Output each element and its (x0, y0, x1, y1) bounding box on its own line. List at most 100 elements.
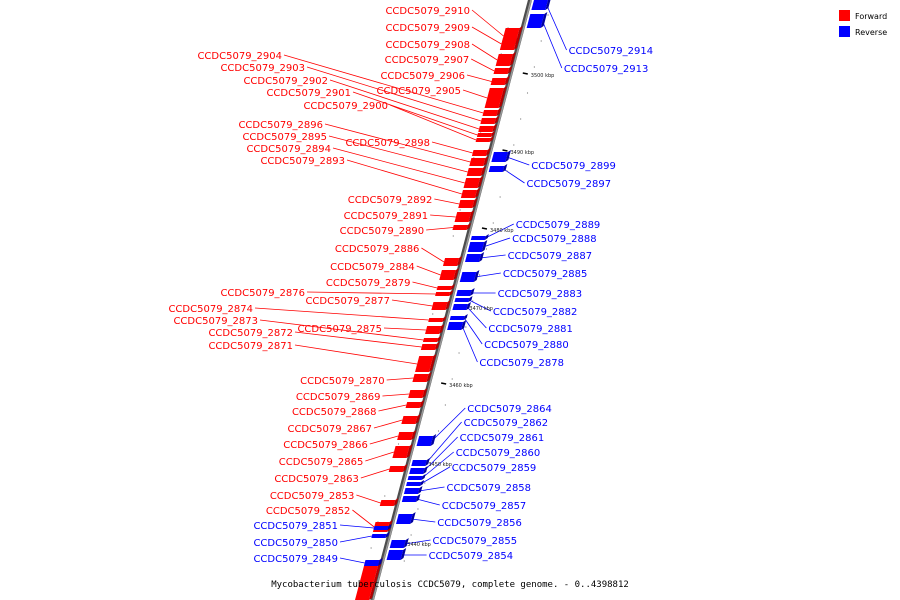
gene-label-reverse[interactable]: CCDC5079_2889 (516, 220, 601, 231)
gene-label-forward[interactable]: CCDC5079_2891 (344, 211, 429, 222)
forward-gene-side (507, 66, 513, 74)
leader-line (391, 299, 433, 307)
gene-label-reverse[interactable]: CCDC5079_2859 (452, 463, 537, 474)
gene-label-forward[interactable]: CCDC5079_2890 (340, 226, 425, 237)
gene-label-forward[interactable]: CCDC5079_2874 (168, 304, 253, 315)
gene-label-forward[interactable]: CCDC5079_2866 (283, 440, 368, 451)
gene-label-forward[interactable]: CCDC5079_2876 (220, 288, 305, 299)
minor-tick (403, 560, 405, 562)
gene-label-forward[interactable]: CCDC5079_2870 (300, 376, 385, 387)
gene-label-forward[interactable]: CCDC5079_2865 (279, 457, 364, 468)
leader-line (434, 198, 460, 205)
gene-label-reverse[interactable]: CCDC5079_2857 (442, 501, 527, 512)
gene-label-reverse[interactable]: CCDC5079_2849 (253, 554, 338, 565)
gene-label-reverse[interactable]: CCDC5079_2880 (484, 340, 569, 351)
gene-label-forward[interactable]: CCDC5079_2886 (335, 244, 420, 255)
forward-gene (471, 150, 488, 156)
gene-label-reverse[interactable]: CCDC5079_2862 (464, 418, 549, 429)
gene-label-forward[interactable]: CCDC5079_2868 (292, 407, 377, 418)
minor-tick (485, 248, 488, 250)
gene-label-reverse[interactable]: CCDC5079_2878 (479, 358, 564, 369)
gene-label-reverse[interactable]: CCDC5079_2881 (488, 324, 573, 335)
gene-label-forward[interactable]: CCDC5079_2906 (380, 71, 465, 82)
gene-label-reverse[interactable]: CCDC5079_2861 (460, 433, 545, 444)
leader-line (329, 79, 480, 130)
gene-label-reverse[interactable]: CCDC5079_2854 (429, 551, 514, 562)
gene-label-forward[interactable]: CCDC5079_2853 (270, 491, 355, 502)
gene-label-forward[interactable]: CCDC5079_2909 (385, 23, 470, 34)
gene-label-reverse[interactable]: CCDC5079_2899 (531, 161, 616, 172)
minor-tick (540, 40, 542, 42)
gene-label-reverse[interactable]: CCDC5079_2858 (446, 483, 531, 494)
gene-label-reverse[interactable]: CCDC5079_2897 (527, 179, 612, 190)
gene-label-forward[interactable]: CCDC5079_2902 (243, 76, 328, 87)
leader-line (294, 331, 422, 348)
gene-label-reverse[interactable]: CCDC5079_2887 (508, 251, 593, 262)
gene-label-forward[interactable]: CCDC5079_2907 (385, 55, 470, 66)
gene-label-forward[interactable]: CCDC5079_2877 (305, 296, 390, 307)
gene-label-reverse[interactable]: CCDC5079_2855 (433, 536, 518, 547)
leader-line (468, 299, 492, 312)
gene-label-reverse[interactable]: CCDC5079_2850 (253, 538, 338, 549)
minor-tick (533, 66, 535, 68)
forward-gene-side (490, 131, 495, 137)
gene-label-forward[interactable]: CCDC5079_2867 (287, 424, 372, 435)
gene-label-forward[interactable]: CCDC5079_2875 (297, 324, 382, 335)
reverse-gene (488, 166, 505, 172)
leader-line (471, 26, 502, 45)
forward-gene-side (422, 388, 428, 398)
gene-label-forward[interactable]: CCDC5079_2869 (296, 392, 381, 403)
reverse-gene-side (403, 538, 409, 548)
gene-label-forward[interactable]: CCDC5079_2910 (385, 6, 470, 17)
leader-line (259, 319, 424, 341)
gene-features (355, 0, 551, 600)
reverse-gene-side (425, 458, 430, 466)
reverse-gene-side (415, 494, 421, 502)
gene-label-forward[interactable]: CCDC5079_2900 (303, 101, 388, 112)
gene-label-forward[interactable]: CCDC5079_2901 (266, 88, 351, 99)
gene-label-forward[interactable]: CCDC5079_2894 (246, 144, 331, 155)
reverse-gene-side (377, 558, 383, 566)
reverse-gene (531, 0, 548, 10)
gene-label-reverse[interactable]: CCDC5079_2860 (456, 448, 541, 459)
gene-label-forward[interactable]: CCDC5079_2893 (260, 156, 345, 167)
gene-label-forward[interactable]: CCDC5079_2884 (330, 262, 415, 273)
gene-label-reverse[interactable]: CCDC5079_2864 (467, 404, 552, 415)
minor-tick (432, 313, 434, 315)
gene-label-reverse[interactable]: CCDC5079_2888 (512, 234, 597, 245)
gene-label-forward[interactable]: CCDC5079_2898 (345, 138, 430, 149)
gene-label-reverse[interactable]: CCDC5079_2913 (564, 64, 649, 75)
forward-gene (397, 432, 414, 440)
gene-label-forward[interactable]: CCDC5079_2904 (197, 51, 282, 62)
gene-label-forward[interactable]: CCDC5079_2863 (274, 474, 359, 485)
gene-label-forward[interactable]: CCDC5079_2896 (238, 120, 323, 131)
reverse-gene (363, 560, 380, 566)
gene-label-reverse[interactable]: CCDC5079_2914 (569, 46, 654, 57)
gene-label-forward[interactable]: CCDC5079_2892 (348, 195, 433, 206)
gene-label-forward[interactable]: CCDC5079_2872 (208, 328, 293, 339)
gene-label-forward[interactable]: CCDC5079_2852 (266, 506, 351, 517)
leader-line (328, 135, 468, 173)
gene-label-forward[interactable]: CCDC5079_2895 (242, 132, 327, 143)
gene-label-reverse[interactable]: CCDC5079_2856 (437, 518, 522, 529)
minor-tick (520, 118, 522, 120)
gene-label-forward[interactable]: CCDC5079_2903 (220, 63, 305, 74)
minor-tick (437, 430, 440, 432)
forward-gene (379, 500, 396, 506)
leader-line (431, 141, 473, 154)
gene-label-reverse[interactable]: CCDC5079_2882 (493, 307, 578, 318)
forward-gene (469, 158, 486, 166)
reverse-gene (452, 304, 468, 310)
gene-label-forward[interactable]: CCDC5079_2879 (326, 278, 411, 289)
gene-label-reverse[interactable]: CCDC5079_2885 (503, 269, 588, 280)
minor-tick (513, 144, 515, 146)
reverse-gene-side (468, 296, 473, 302)
gene-label-forward[interactable]: CCDC5079_2905 (376, 86, 461, 97)
forward-gene (476, 133, 492, 137)
gene-label-forward[interactable]: CCDC5079_2908 (385, 40, 470, 51)
leader-line (416, 498, 440, 506)
gene-label-reverse[interactable]: CCDC5079_2883 (498, 289, 583, 300)
gene-label-forward[interactable]: CCDC5079_2871 (208, 341, 293, 352)
gene-label-reverse[interactable]: CCDC5079_2851 (253, 521, 338, 532)
gene-label-forward[interactable]: CCDC5079_2873 (173, 316, 258, 327)
